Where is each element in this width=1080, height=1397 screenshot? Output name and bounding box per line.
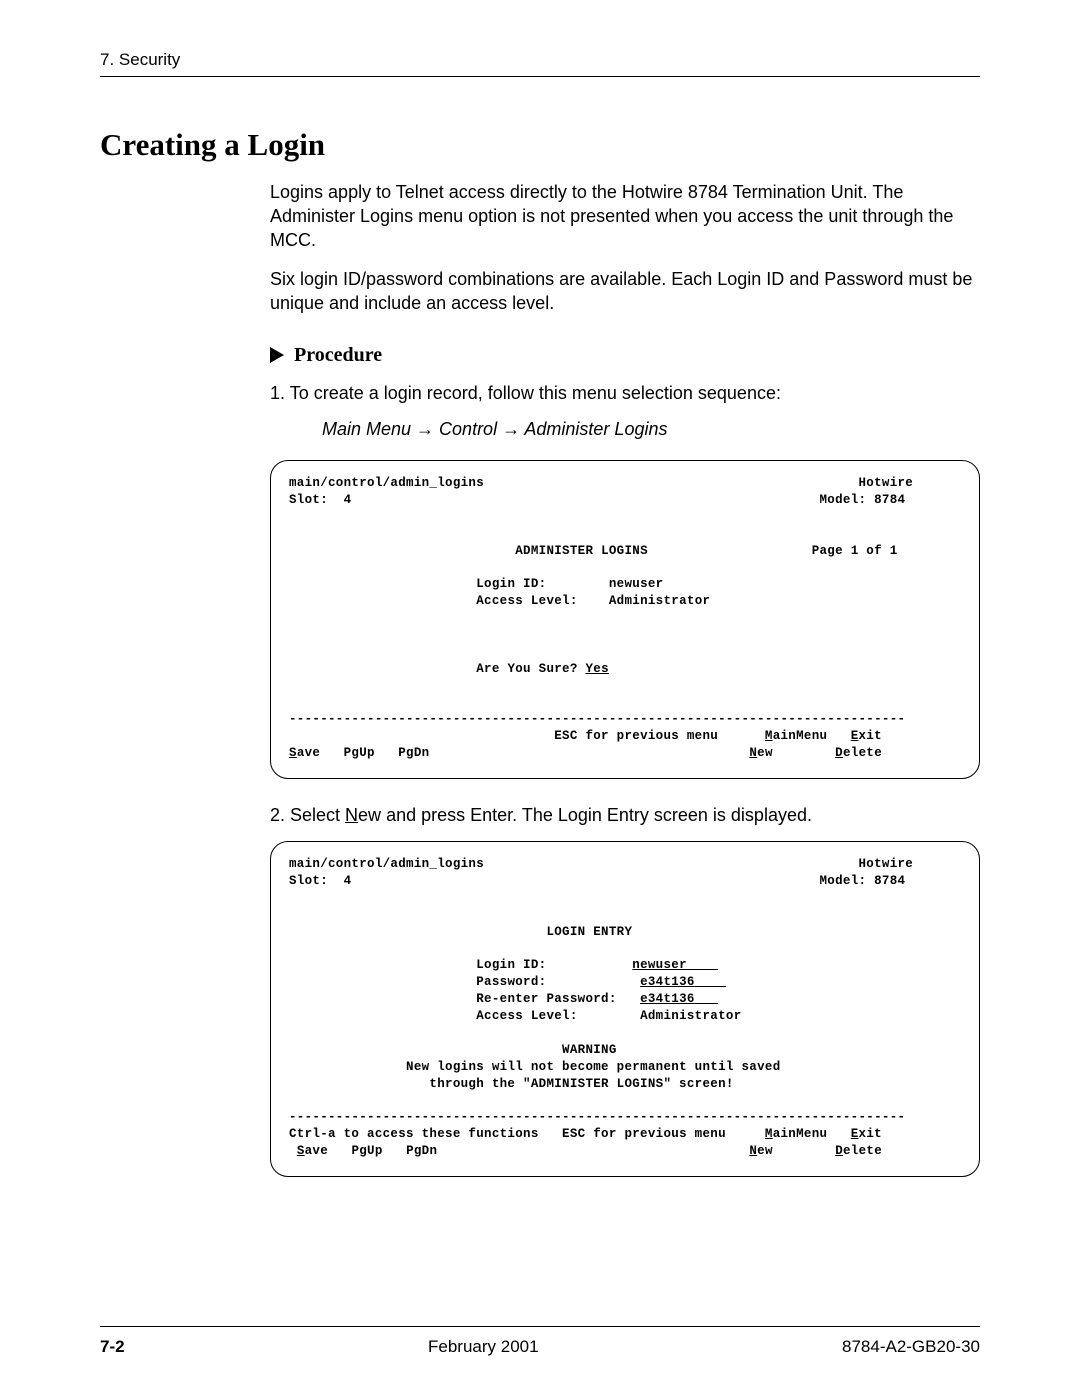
t2-loginid-label: Login ID: — [476, 958, 546, 972]
t1-loginid-value: newuser — [609, 577, 664, 591]
t2-rpw-label: Re-enter Password: — [476, 992, 616, 1006]
t2-esc: ESC for previous menu — [562, 1127, 726, 1141]
step2-new-u: N — [345, 805, 358, 825]
step-1: 1. To create a login record, follow this… — [270, 381, 980, 405]
menu-path: Main Menu → Control → Administer Logins — [270, 419, 980, 440]
t2-brand: Hotwire — [859, 857, 914, 871]
t1-mainmenu: ainMenu — [773, 729, 828, 743]
t1-save-u: S — [289, 746, 297, 760]
t2-warn-l1: New logins will not become permanent unt… — [406, 1060, 780, 1074]
document-page: 7. Security Creating a Login Logins appl… — [0, 0, 1080, 1397]
t1-divider: ----------------------------------------… — [289, 712, 905, 726]
step2-new-rest: ew — [358, 805, 381, 825]
t2-mainmenu-u: M — [765, 1127, 773, 1141]
t1-exit: xit — [859, 729, 882, 743]
footer-date: February 2001 — [428, 1337, 539, 1357]
t1-esc: ESC for previous menu — [554, 729, 718, 743]
t2-warn-l2: through the "ADMINISTER LOGINS" screen! — [429, 1077, 733, 1091]
t1-new-u: N — [749, 746, 757, 760]
t1-pgup: PgUp — [344, 746, 375, 760]
t2-save: ave — [305, 1144, 328, 1158]
t2-mainmenu: ainMenu — [773, 1127, 828, 1141]
t1-del-u: D — [835, 746, 843, 760]
t1-exit-u: E — [851, 729, 859, 743]
t2-ctrl: Ctrl-a to access these functions — [289, 1127, 539, 1141]
t2-access-value: Administrator — [640, 1009, 741, 1023]
t2-path: main/control/admin_logins — [289, 857, 484, 871]
triangle-right-icon — [270, 347, 286, 363]
t1-brand: Hotwire — [859, 476, 914, 490]
t2-model: Model: 8784 — [820, 874, 906, 888]
step2-post: and press Enter. The Login Entry screen … — [381, 805, 812, 825]
t2-pw-value: e34t136 — [640, 975, 695, 989]
procedure-label: Procedure — [294, 344, 382, 367]
t1-new: ew — [757, 746, 773, 760]
t1-del: elete — [843, 746, 882, 760]
footer-doc: 8784-A2-GB20-30 — [842, 1337, 980, 1357]
t1-pgdn: PgDn — [398, 746, 429, 760]
t2-rpw-value: e34t136 — [640, 992, 695, 1006]
t1-title: ADMINISTER LOGINS — [515, 544, 648, 558]
t1-loginid-label: Login ID: — [476, 577, 546, 591]
procedure-header: Procedure — [270, 344, 980, 367]
t2-warn: WARNING — [562, 1043, 617, 1057]
terminal-login-entry: main/control/admin_logins Hotwire Slot: … — [270, 841, 980, 1177]
t1-slot: Slot: 4 — [289, 493, 351, 507]
t2-del-u: D — [835, 1144, 843, 1158]
footer-rule — [100, 1326, 980, 1327]
terminal-admin-logins: main/control/admin_logins Hotwire Slot: … — [270, 460, 980, 779]
t2-pgup: PgUp — [351, 1144, 382, 1158]
t2-pw-label: Password: — [476, 975, 546, 989]
t2-exit-u: E — [851, 1127, 859, 1141]
t2-new: ew — [757, 1144, 773, 1158]
t2-title: LOGIN ENTRY — [546, 925, 632, 939]
t2-save-u: S — [297, 1144, 305, 1158]
t2-loginid-value: newuser — [632, 958, 687, 972]
procedure-block: Procedure 1. To create a login record, f… — [100, 344, 980, 1177]
t1-confirm-label: Are You Sure? — [476, 662, 577, 676]
t1-access-value: Administrator — [609, 594, 710, 608]
t2-pgdn: PgDn — [406, 1144, 437, 1158]
chapter-header: 7. Security — [100, 50, 980, 70]
page-title: Creating a Login — [100, 127, 980, 163]
t2-del: elete — [843, 1144, 882, 1158]
intro-paragraph-2: Six login ID/password combinations are a… — [100, 268, 980, 316]
t1-mainmenu-u: M — [765, 729, 773, 743]
page-footer: 7-2 February 2001 8784-A2-GB20-30 — [100, 1326, 980, 1357]
t1-access-label: Access Level: — [476, 594, 577, 608]
header-rule — [100, 76, 980, 77]
t2-access-label: Access Level: — [476, 1009, 577, 1023]
t1-model: Model: 8784 — [820, 493, 906, 507]
t1-confirm-value: Yes — [585, 662, 608, 676]
t2-slot: Slot: 4 — [289, 874, 351, 888]
t1-path: main/control/admin_logins — [289, 476, 484, 490]
t2-exit: xit — [859, 1127, 882, 1141]
t2-new-u: N — [749, 1144, 757, 1158]
t2-divider: ----------------------------------------… — [289, 1110, 905, 1124]
step2-pre: 2. Select — [270, 805, 345, 825]
t1-save: ave — [297, 746, 320, 760]
t1-page: Page 1 of 1 — [812, 544, 898, 558]
footer-page: 7-2 — [100, 1337, 125, 1357]
intro-paragraph-1: Logins apply to Telnet access directly t… — [100, 181, 980, 252]
step-2: 2. Select New and press Enter. The Login… — [270, 803, 980, 827]
